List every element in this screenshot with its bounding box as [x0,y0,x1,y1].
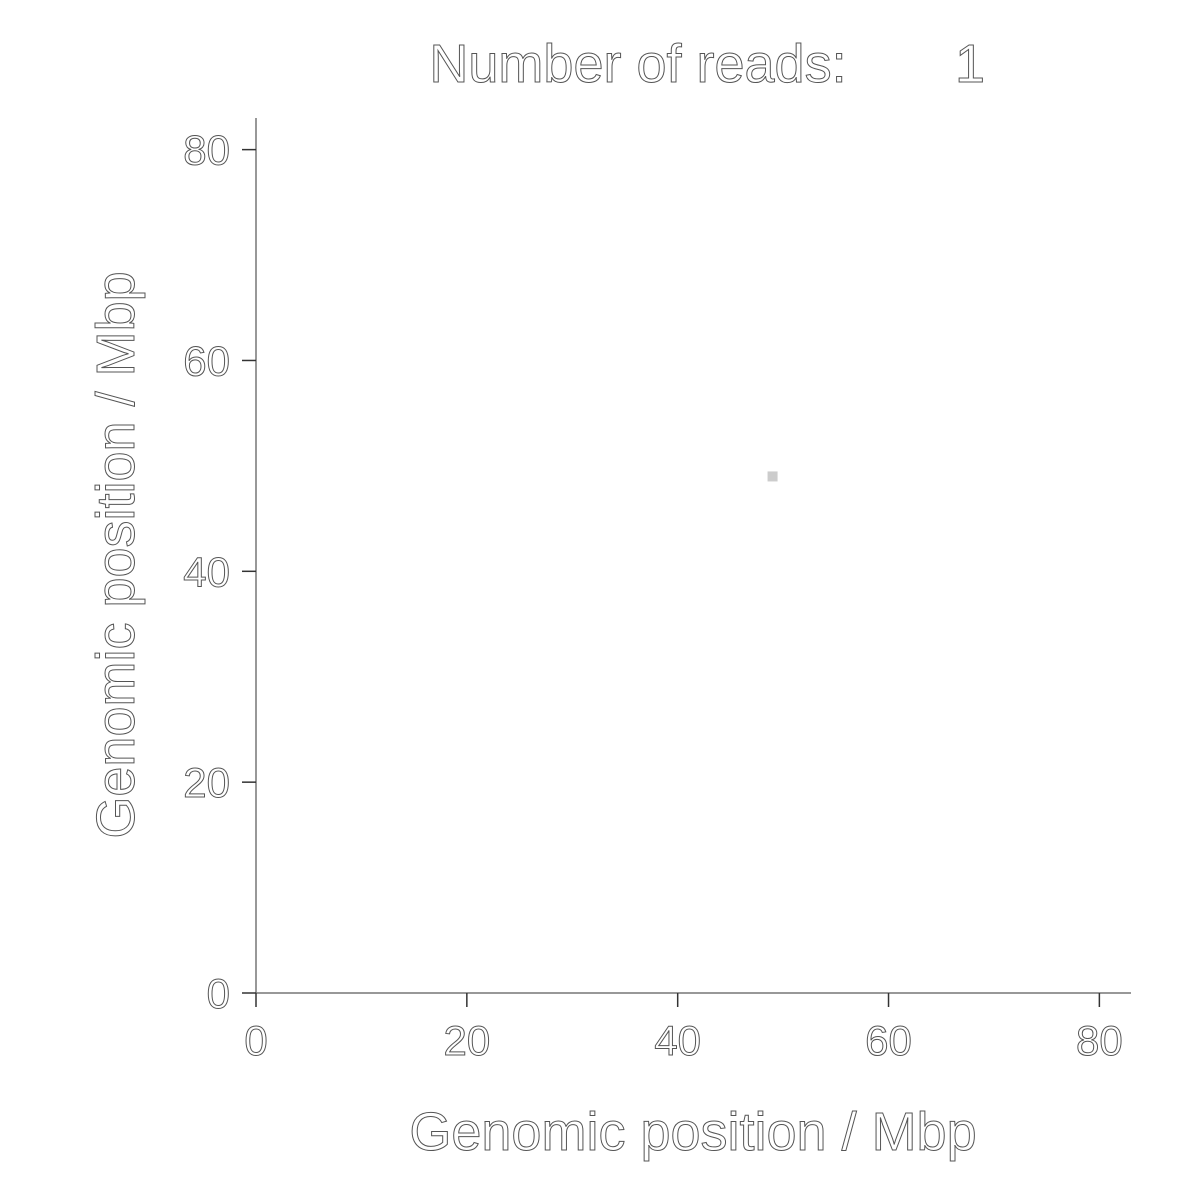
y-axis-label: Genomic position / Mbp [86,271,146,838]
x-axis-label: Genomic position / Mbp [409,1102,976,1162]
x-axis-ticks: 0 20 40 60 80 [244,993,1123,1065]
x-tick-label: 0 [244,1017,267,1064]
y-tick-label: 20 [183,759,230,806]
data-point [767,471,778,482]
read-count-value: 1 [955,34,985,94]
y-tick-label: 0 [207,970,230,1017]
y-tick-label: 80 [183,127,230,174]
x-tick-label: 60 [865,1017,912,1064]
x-tick-label: 20 [443,1017,490,1064]
chart-title: Number of reads: [429,34,846,94]
x-tick-label: 80 [1076,1017,1123,1064]
y-tick-label: 60 [183,337,230,384]
y-tick-label: 40 [183,548,230,595]
y-axis-ticks: 0 20 40 60 80 [183,126,256,1018]
data-points [767,471,778,482]
x-tick-label: 40 [654,1017,701,1064]
